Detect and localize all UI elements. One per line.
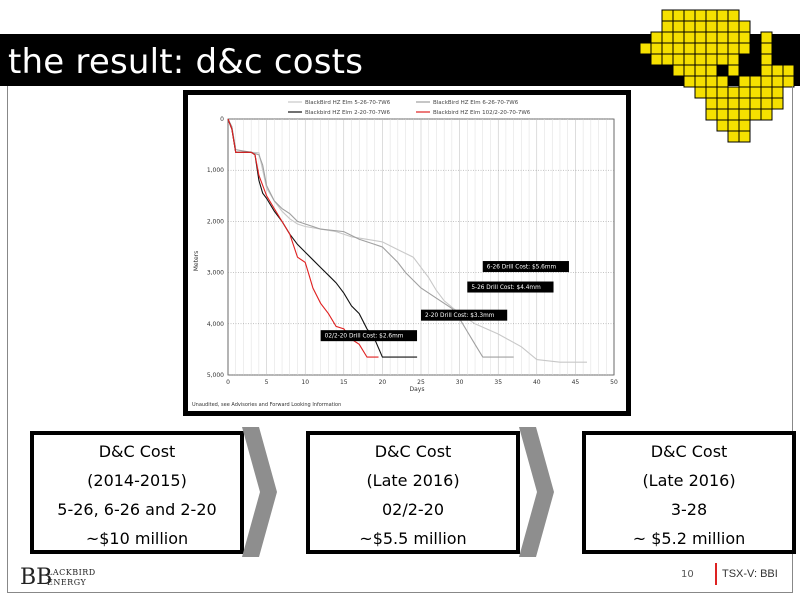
content-frame [7, 86, 793, 593]
chevron-right-icon [519, 427, 554, 557]
x-tick-label: 20 [379, 379, 387, 386]
blackbird-energy-logo: BB LACKBIRD ENERGY [20, 565, 96, 589]
x-tick-label: 45 [572, 379, 580, 386]
svg-text:ENERGY: ENERGY [47, 578, 86, 587]
annotation-box [482, 261, 569, 273]
legend-label: BlackBird HZ Elm 6-26-70-7W6 [433, 100, 519, 106]
cost-box-wells: 5-26, 6-26 and 2-20 [57, 500, 217, 519]
y-tick-label: 1,000 [207, 167, 224, 174]
x-tick-label: 35 [494, 379, 502, 386]
footer-divider [715, 563, 717, 585]
x-tick-label: 50 [610, 379, 618, 386]
annotation-box [467, 281, 554, 293]
y-axis-label: Meters [193, 251, 200, 272]
annotation-box [421, 309, 508, 321]
page-number: 10 [681, 569, 694, 580]
cost-box-period: (Late 2016) [366, 471, 460, 490]
annotation-label: 02/2-20 Drill Cost: $2.6mm [325, 334, 404, 340]
legend-label: BlackBird HZ Elm 5-26-70-7W6 [305, 100, 391, 106]
chart-footnote: Unaudited, see Advisories and Forward Lo… [192, 402, 341, 408]
y-tick-label: 5,000 [207, 372, 224, 379]
x-tick-label: 15 [340, 379, 348, 386]
annotation-label: 5-26 Drill Cost: $4.4mm [471, 285, 541, 291]
cost-box-late-2016-02-2-20: D&C Cost (Late 2016) 02/2-20 ~$5.5 milli… [306, 431, 520, 554]
x-tick-label: 40 [533, 379, 541, 386]
x-tick-label: 30 [456, 379, 464, 386]
cost-box-wells: 02/2-20 [381, 500, 445, 519]
cost-box-late-2016-3-28: D&C Cost (Late 2016) 3-28 ~ $5.2 million [582, 431, 796, 554]
y-tick-label: 3,000 [207, 270, 224, 277]
x-tick-label: 5 [265, 379, 269, 386]
cost-box-title: D&C Cost [374, 442, 452, 461]
legend-label: Blackbird HZ Elm 2-20-70-7W6 [305, 110, 390, 116]
series-line-1 [227, 118, 514, 358]
annotation-label: 6-26 Drill Cost: $5.6mm [487, 265, 557, 271]
cost-box-amount: ~ $5.2 million [632, 529, 746, 548]
chevron-right-icon [242, 427, 277, 557]
legend-label: Blackbird HZ Elm 102/2-20-70-7W6 [433, 110, 531, 116]
cost-box-period: (Late 2016) [642, 471, 736, 490]
cost-box-title: D&C Cost [650, 442, 728, 461]
x-axis-label: Days [410, 386, 425, 393]
x-tick-label: 25 [417, 379, 425, 386]
series-line-0 [227, 118, 587, 363]
drilling-chart: BlackBird HZ Elm 5-26-70-7W6 BlackBird HZ… [192, 100, 618, 408]
cost-box-wells: 3-28 [670, 500, 708, 519]
x-tick-label: 10 [301, 379, 309, 386]
cost-box-title: D&C Cost [98, 442, 176, 461]
cost-box-period: (2014-2015) [87, 471, 187, 490]
cost-box-2014-2015: D&C Cost (2014-2015) 5-26, 6-26 and 2-20… [30, 431, 244, 554]
pixel-bird-logo [639, 9, 795, 143]
cost-box-amount: ~$10 million [85, 529, 189, 548]
stock-ticker: TSX-V: BBI [722, 568, 778, 580]
y-tick-label: 0 [220, 116, 224, 123]
annotation-box [320, 330, 418, 342]
cost-box-amount: ~$5.5 million [359, 529, 467, 548]
chart-container: BlackBird HZ Elm 5-26-70-7W6 BlackBird HZ… [183, 90, 631, 416]
svg-text:BB: BB [20, 565, 52, 589]
y-tick-label: 4,000 [207, 321, 224, 328]
y-tick-label: 2,000 [207, 218, 224, 225]
svg-text:LACKBIRD: LACKBIRD [47, 568, 96, 577]
x-tick-label: 0 [226, 379, 230, 386]
slide-title: the result: d&c costs [8, 42, 364, 82]
series-line-2 [227, 118, 418, 358]
annotation-label: 2-20 Drill Cost: $3.3mm [425, 313, 495, 319]
